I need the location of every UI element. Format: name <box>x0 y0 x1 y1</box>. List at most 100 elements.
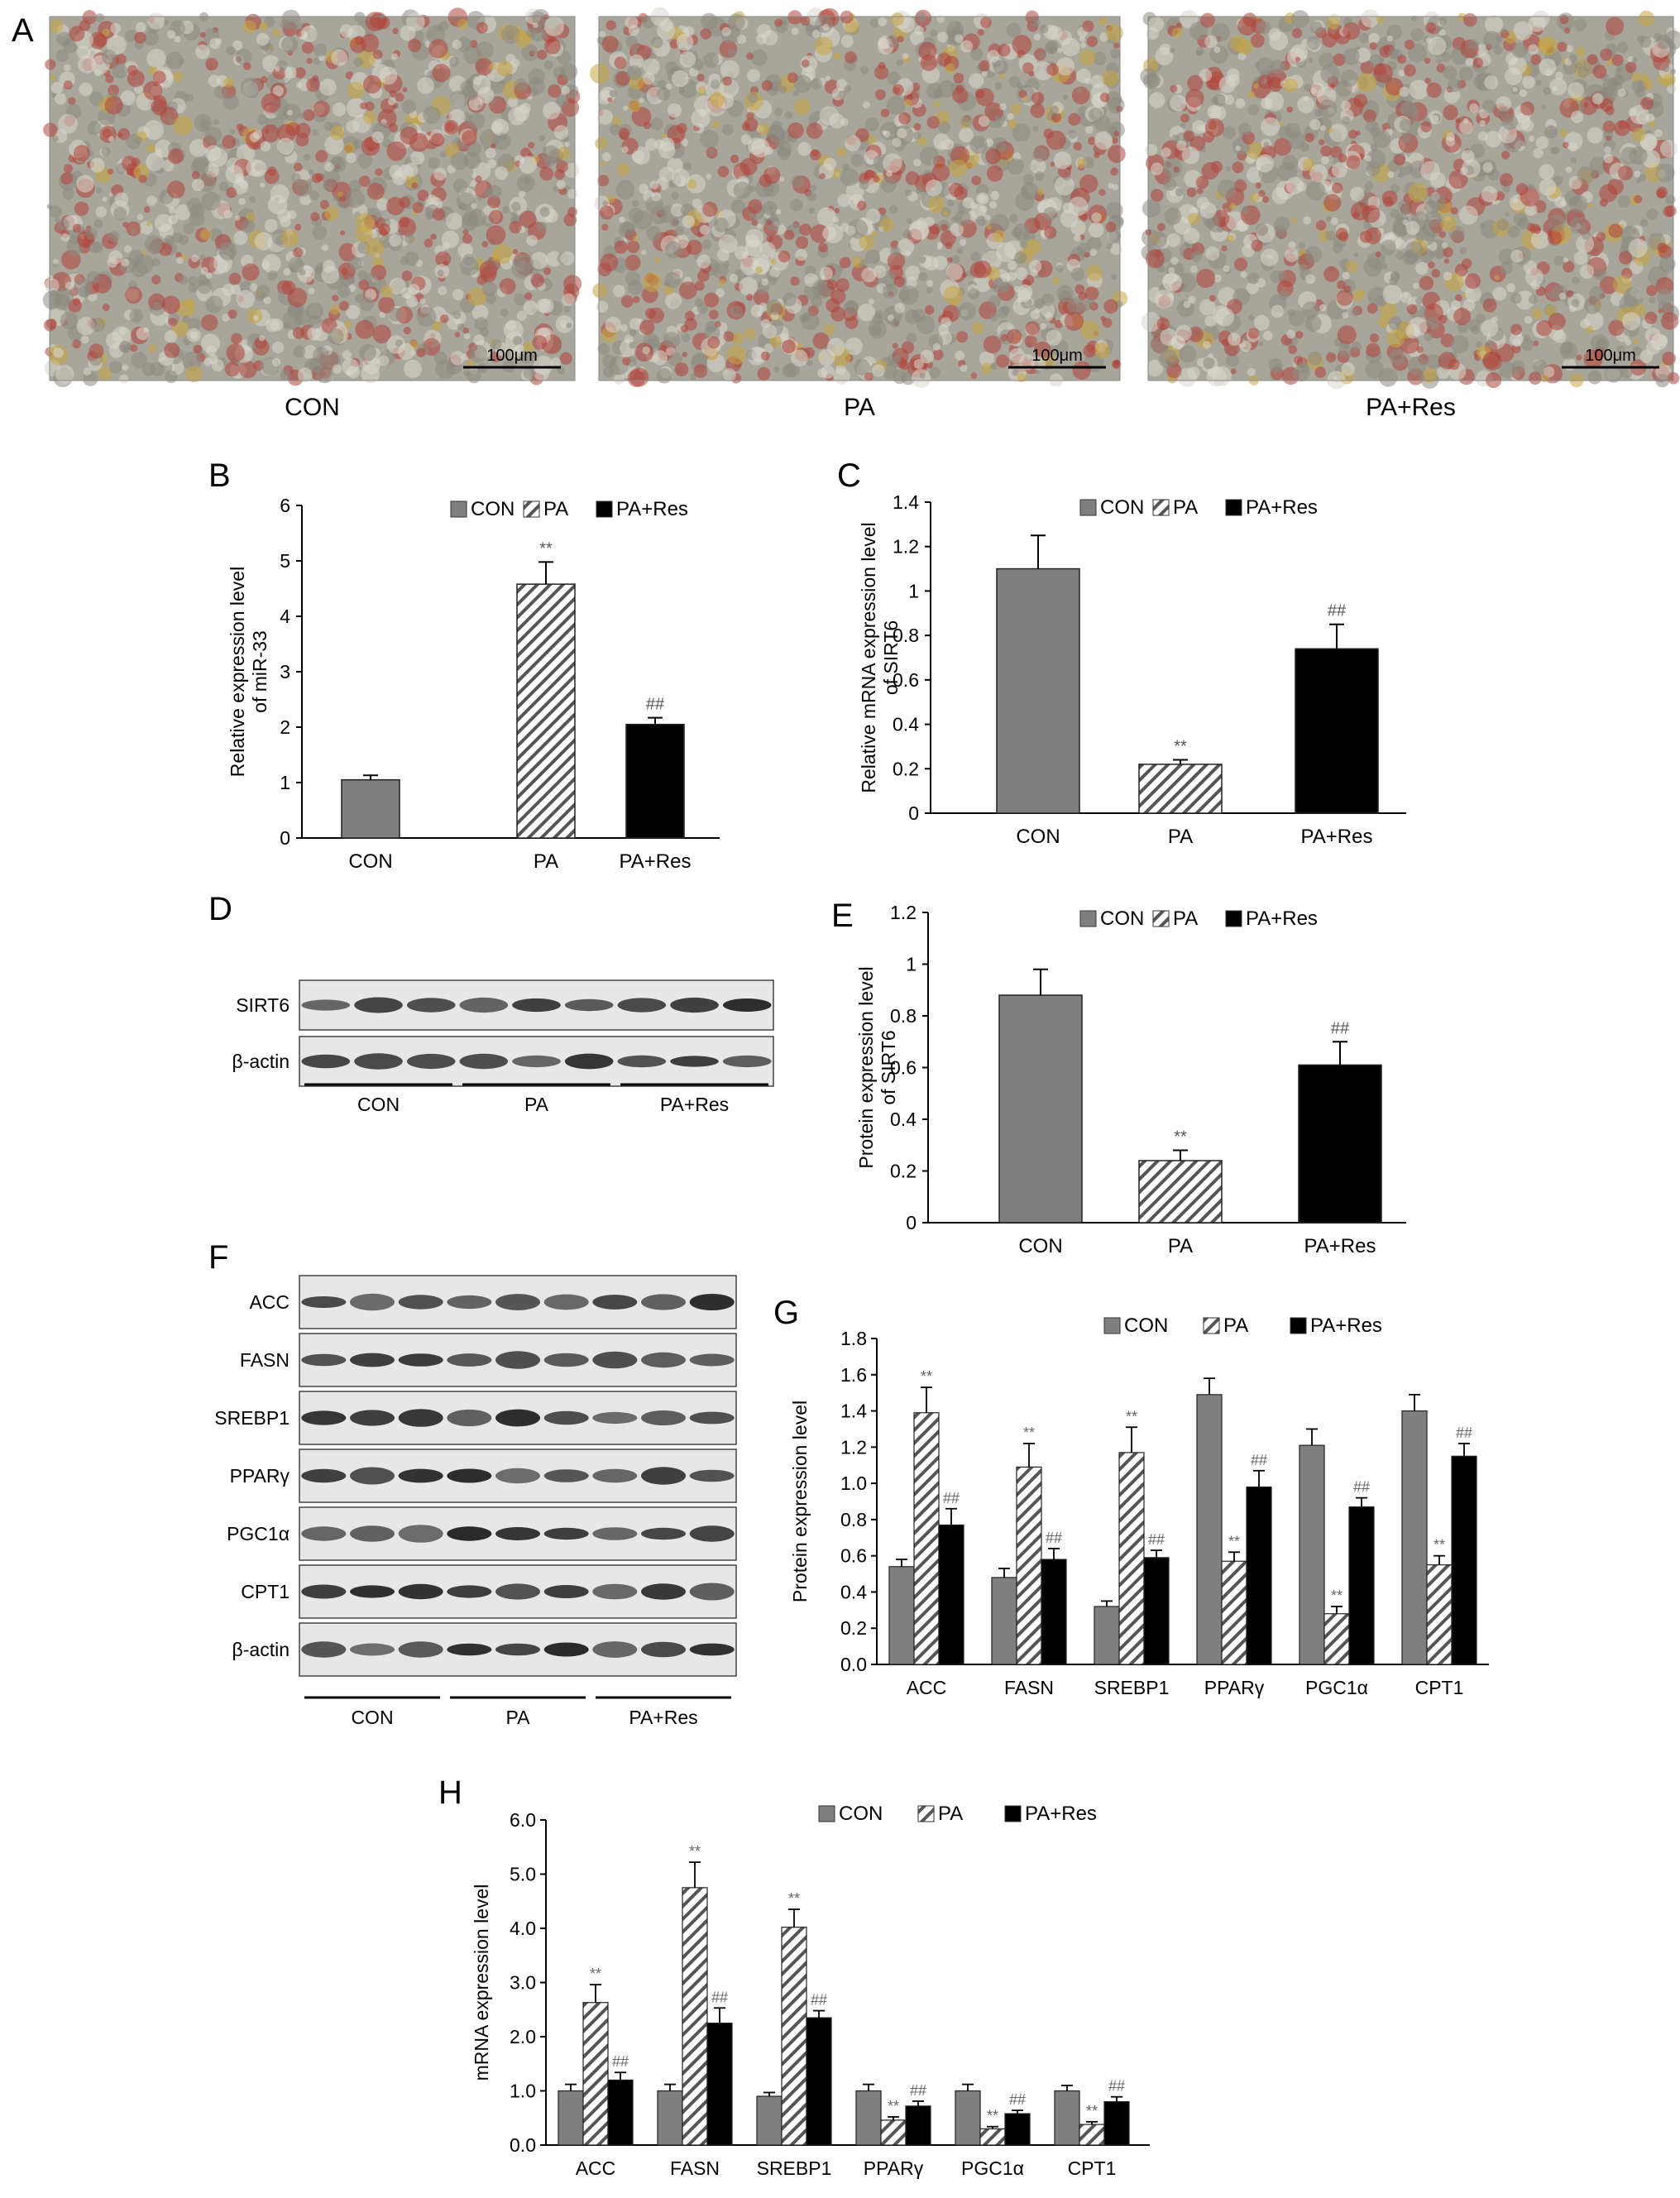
scale-bar-label: 100μm <box>1031 347 1083 365</box>
cell <box>346 120 359 133</box>
cell <box>969 73 984 89</box>
cell <box>562 293 575 307</box>
y-tick-label: 1 <box>280 772 290 793</box>
cell <box>993 60 1008 75</box>
cell <box>346 152 357 164</box>
cell <box>605 20 616 31</box>
cell <box>755 266 763 274</box>
legend-label: PA <box>1173 496 1198 519</box>
significance-mark: ** <box>1434 1537 1445 1554</box>
cell <box>650 117 663 131</box>
cell <box>660 137 675 152</box>
cell <box>1102 318 1113 328</box>
cell <box>758 123 770 135</box>
cell <box>1074 234 1081 242</box>
cell <box>239 361 257 379</box>
cell <box>249 196 256 204</box>
cell <box>839 256 851 269</box>
cell <box>1315 220 1327 231</box>
cell <box>1342 271 1350 280</box>
cell <box>233 231 248 246</box>
cell <box>1271 304 1285 318</box>
cell <box>1608 319 1625 337</box>
cell <box>774 18 783 27</box>
cell <box>1181 146 1199 165</box>
cell <box>1251 239 1263 252</box>
cell <box>595 137 608 150</box>
cell <box>971 175 982 186</box>
cell <box>720 60 740 79</box>
cell <box>845 225 856 236</box>
cell <box>462 233 473 244</box>
cell <box>339 24 354 38</box>
cell <box>1400 291 1412 304</box>
cell <box>1540 374 1549 383</box>
cell <box>467 359 475 367</box>
cell <box>122 156 137 171</box>
cell <box>1257 20 1271 35</box>
cell <box>1548 214 1566 232</box>
cell <box>1328 123 1347 142</box>
cell <box>168 214 179 225</box>
cell <box>1163 177 1177 191</box>
cell <box>381 285 394 298</box>
cell <box>1425 317 1439 331</box>
cell <box>126 221 141 237</box>
cell <box>629 341 637 349</box>
cell <box>401 99 416 114</box>
cell <box>215 38 222 45</box>
cell <box>1000 281 1011 292</box>
significance-mark: ** <box>1228 1533 1240 1549</box>
blot-band <box>447 1468 492 1483</box>
cell <box>651 36 663 49</box>
cell <box>601 354 616 368</box>
cell <box>563 305 571 313</box>
cell <box>1543 86 1552 96</box>
cell <box>1587 54 1598 65</box>
cell <box>1517 218 1529 230</box>
cell <box>619 216 625 223</box>
bar-pa-res <box>625 723 685 839</box>
cell <box>1183 300 1191 309</box>
cell <box>818 242 828 253</box>
cell <box>1180 122 1186 129</box>
cell <box>787 72 798 84</box>
cell <box>599 31 606 38</box>
cell <box>960 364 968 372</box>
group-label: PA <box>506 1707 531 1728</box>
cell <box>1171 27 1182 38</box>
bar-con <box>341 778 400 839</box>
cell <box>1591 93 1604 105</box>
y-axis-label-line: of miR-33 <box>249 630 270 713</box>
cell <box>961 272 967 278</box>
cell <box>1459 247 1467 255</box>
cell <box>1656 189 1666 199</box>
cell <box>1501 114 1519 131</box>
cell <box>99 126 117 143</box>
cell <box>1634 170 1641 178</box>
cell <box>902 229 912 239</box>
cell <box>204 127 222 144</box>
cell <box>355 319 375 339</box>
cell <box>309 190 319 201</box>
cell <box>1498 361 1516 379</box>
cell <box>1495 191 1505 201</box>
cell <box>1255 182 1261 189</box>
cell <box>1428 261 1435 269</box>
cell <box>1458 120 1473 135</box>
cell <box>1409 79 1429 100</box>
cell <box>1596 232 1606 242</box>
cell <box>823 157 836 170</box>
cell <box>837 194 851 208</box>
cell <box>168 117 174 123</box>
cell <box>432 64 451 83</box>
cell <box>962 197 974 209</box>
cell <box>667 125 686 144</box>
cell <box>1628 108 1638 117</box>
bar-pa-res <box>1295 648 1379 814</box>
cell <box>1438 17 1448 26</box>
cell <box>1559 341 1578 360</box>
cell <box>682 333 691 342</box>
significance-mark: ## <box>811 1992 827 2009</box>
cell <box>1352 309 1360 316</box>
